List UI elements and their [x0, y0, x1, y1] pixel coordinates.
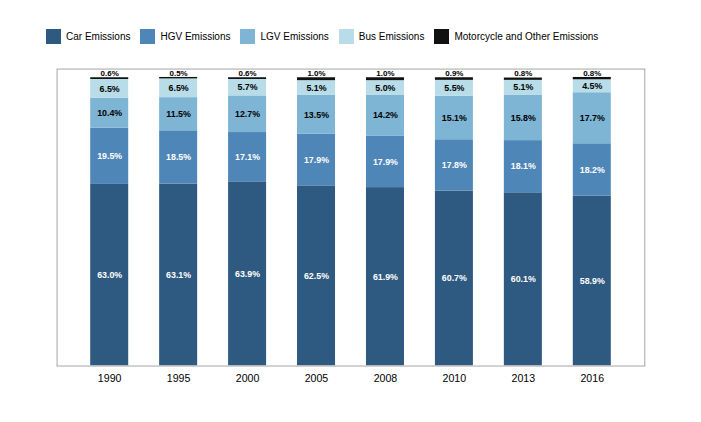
svg-text:15.8%: 15.8%: [511, 113, 536, 123]
svg-text:18.5%: 18.5%: [166, 152, 191, 162]
svg-text:17.1%: 17.1%: [235, 152, 260, 162]
svg-text:0.6%: 0.6%: [238, 69, 256, 78]
svg-text:13.5%: 13.5%: [304, 110, 329, 120]
svg-text:60.1%: 60.1%: [511, 274, 536, 284]
html-text:Bus Emissions: Bus Emissions: [358, 31, 425, 42]
svg-text:5.1%: 5.1%: [306, 83, 326, 93]
svg-text:2010: 2010: [443, 372, 467, 384]
svg-text:4.5%: 4.5%: [582, 81, 602, 91]
svg-text:62.5%: 62.5%: [304, 271, 329, 281]
svg-text:15.1%: 15.1%: [442, 113, 467, 123]
svg-text:58.9%: 58.9%: [580, 276, 605, 286]
svg-text:60.7%: 60.7%: [442, 273, 467, 283]
html-text:HGV Emissions: HGV Emissions: [160, 31, 231, 42]
svg-text:6.5%: 6.5%: [169, 83, 189, 93]
svg-text:17.9%: 17.9%: [304, 155, 329, 165]
svg-text:63.0%: 63.0%: [97, 270, 122, 280]
svg-text:17.9%: 17.9%: [373, 157, 398, 167]
html-text:Motorcycle and Other Emissions: Motorcycle and Other Emissions: [454, 31, 599, 42]
html-text:Car Emissions: Car Emissions: [66, 31, 131, 42]
svg-text:2005: 2005: [305, 372, 329, 384]
svg-text:63.1%: 63.1%: [166, 270, 191, 280]
svg-text:5.5%: 5.5%: [444, 83, 464, 93]
svg-text:5.1%: 5.1%: [513, 82, 533, 92]
svg-text:2008: 2008: [374, 372, 398, 384]
svg-text:1.0%: 1.0%: [376, 69, 394, 78]
html-text:LGV Emissions: LGV Emissions: [260, 31, 329, 42]
svg-text:10.4%: 10.4%: [97, 108, 122, 118]
svg-text:17.8%: 17.8%: [442, 160, 467, 170]
svg-text:14.2%: 14.2%: [373, 110, 398, 120]
svg-text:0.5%: 0.5%: [170, 69, 188, 78]
svg-text:1995: 1995: [167, 372, 191, 384]
svg-text:5.0%: 5.0%: [375, 83, 395, 93]
svg-text:12.7%: 12.7%: [235, 109, 260, 119]
svg-text:2000: 2000: [236, 372, 260, 384]
svg-text:61.9%: 61.9%: [373, 272, 398, 282]
svg-text:63.9%: 63.9%: [235, 269, 260, 279]
svg-text:17.7%: 17.7%: [580, 113, 605, 123]
svg-text:2013: 2013: [512, 372, 536, 384]
svg-text:0.6%: 0.6%: [101, 69, 119, 78]
svg-text:11.5%: 11.5%: [166, 109, 191, 119]
svg-text:1990: 1990: [98, 372, 122, 384]
svg-text:1.0%: 1.0%: [307, 69, 325, 78]
svg-text:5.7%: 5.7%: [237, 82, 257, 92]
svg-text:2016: 2016: [580, 372, 604, 384]
svg-text:0.9%: 0.9%: [445, 69, 463, 78]
svg-text:18.1%: 18.1%: [511, 161, 536, 171]
svg-text:18.2%: 18.2%: [580, 165, 605, 175]
svg-text:0.8%: 0.8%: [514, 69, 532, 78]
svg-text:19.5%: 19.5%: [97, 151, 122, 161]
svg-text:0.8%: 0.8%: [583, 69, 601, 78]
svg-text:6.5%: 6.5%: [100, 84, 120, 94]
